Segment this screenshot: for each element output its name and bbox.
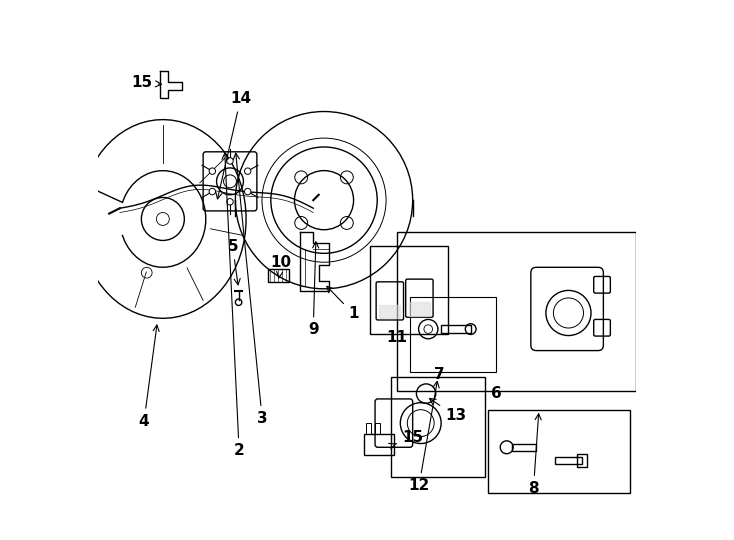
Bar xyxy=(396,232,636,391)
Circle shape xyxy=(227,199,233,205)
Bar xyxy=(410,297,496,372)
Bar xyxy=(364,434,394,455)
Bar xyxy=(391,377,485,477)
Bar xyxy=(375,423,380,434)
Bar xyxy=(441,325,470,333)
Text: 15: 15 xyxy=(388,430,423,449)
Text: 6: 6 xyxy=(490,386,501,401)
Text: 14: 14 xyxy=(216,91,251,199)
Text: 3: 3 xyxy=(233,153,267,426)
Bar xyxy=(555,457,582,464)
Text: 13: 13 xyxy=(429,399,466,423)
Text: 4: 4 xyxy=(139,325,159,429)
Text: 7: 7 xyxy=(435,367,445,382)
Bar xyxy=(576,454,587,467)
Text: 1: 1 xyxy=(327,286,359,321)
Bar xyxy=(268,269,289,282)
Bar xyxy=(512,443,537,451)
Bar xyxy=(370,246,448,334)
Text: 9: 9 xyxy=(308,242,319,338)
Bar xyxy=(488,410,631,493)
Bar xyxy=(366,423,371,434)
Circle shape xyxy=(227,158,233,164)
Text: 15: 15 xyxy=(131,76,161,90)
Text: 10: 10 xyxy=(270,255,291,278)
Text: 2: 2 xyxy=(222,153,244,458)
Circle shape xyxy=(244,168,251,174)
Circle shape xyxy=(244,188,251,195)
Text: 8: 8 xyxy=(528,414,541,496)
Circle shape xyxy=(209,188,216,195)
Circle shape xyxy=(209,168,216,174)
Text: 12: 12 xyxy=(408,381,439,493)
Text: 5: 5 xyxy=(228,239,240,285)
Text: 11: 11 xyxy=(386,329,407,345)
